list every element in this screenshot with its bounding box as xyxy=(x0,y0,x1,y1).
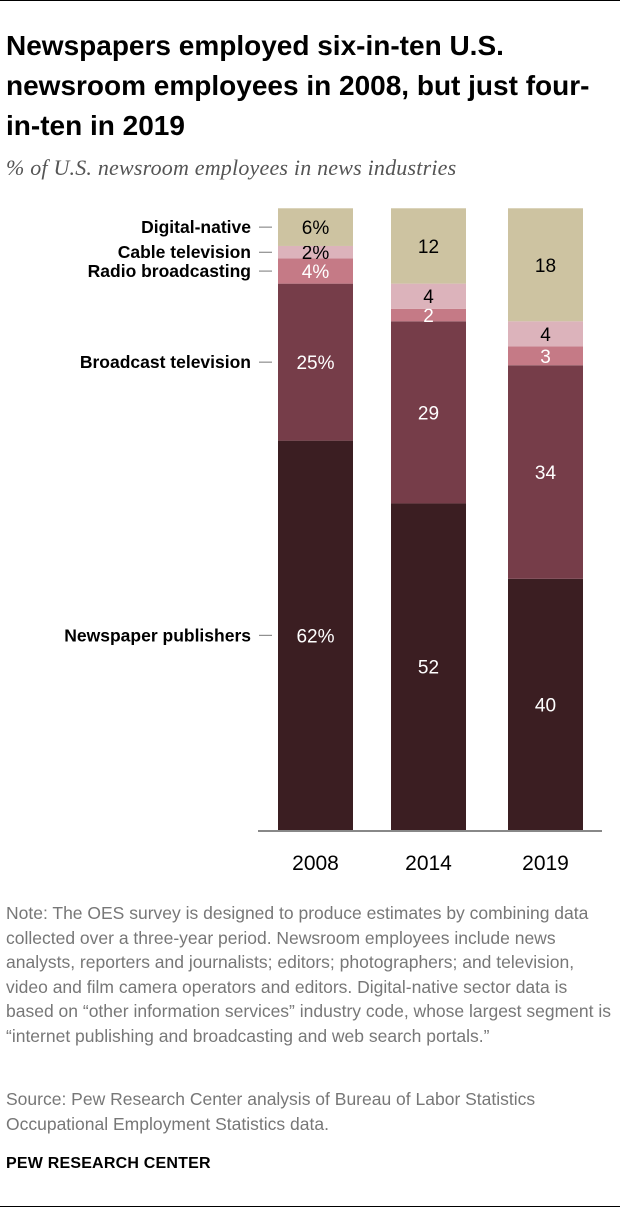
data-label: 4 xyxy=(423,287,434,308)
bar-segment xyxy=(508,578,583,830)
series-label: Radio broadcasting xyxy=(88,261,251,281)
bar-segment xyxy=(278,245,353,259)
x-tick-label: 2014 xyxy=(405,852,452,875)
bar-segment xyxy=(508,208,583,322)
bar-segment xyxy=(391,503,466,830)
data-label: 52 xyxy=(418,658,439,679)
x-tick-label: 2008 xyxy=(292,852,339,875)
bar-segment xyxy=(508,365,583,579)
data-label: 25% xyxy=(296,353,334,374)
data-label: 12 xyxy=(418,237,439,258)
bar-segment xyxy=(278,440,353,830)
bar-segment xyxy=(278,258,353,284)
data-label: 4 xyxy=(540,325,551,346)
series-label: Newspaper publishers xyxy=(64,625,251,645)
bar-segment xyxy=(391,308,466,322)
chart-source: Source: Pew Research Center analysis of … xyxy=(6,1089,536,1134)
series-label: Cable television xyxy=(118,242,251,262)
series-label: Digital-native xyxy=(141,217,251,237)
bar-segment xyxy=(278,283,353,441)
bottom-rule xyxy=(0,1206,620,1207)
chart-title: Newspapers employed six-in-ten U.S. news… xyxy=(6,30,590,141)
data-label: 40 xyxy=(535,695,556,716)
data-label: 29 xyxy=(418,403,439,424)
stacked-bar-chart: 62% Newspaper publishers 25% Broadcast tele… xyxy=(64,208,602,875)
chart-note: Note: The OES survey is designed to prod… xyxy=(6,903,612,1046)
bar-segment xyxy=(508,321,583,347)
data-label: 18 xyxy=(535,256,556,277)
bar-segment xyxy=(391,283,466,309)
brand-logo-text: PEW RESEARCH CENTER xyxy=(6,1155,211,1172)
data-label: 62% xyxy=(296,626,334,647)
data-label: 34 xyxy=(535,463,557,484)
data-label: 3 xyxy=(540,347,551,368)
bar-segment xyxy=(391,321,466,504)
bar-segment xyxy=(508,346,583,366)
data-label: 2 xyxy=(423,306,434,327)
data-label: 6% xyxy=(302,218,330,239)
top-rule xyxy=(0,0,620,1)
bar-segment xyxy=(278,208,353,246)
data-label: 2% xyxy=(302,243,330,264)
x-tick-label: 2019 xyxy=(522,852,569,875)
series-label: Broadcast television xyxy=(80,352,251,372)
chart-subtitle: % of U.S. newsroom employees in news ind… xyxy=(6,155,457,180)
bar-segment xyxy=(391,208,466,284)
data-label: 4% xyxy=(302,262,330,283)
